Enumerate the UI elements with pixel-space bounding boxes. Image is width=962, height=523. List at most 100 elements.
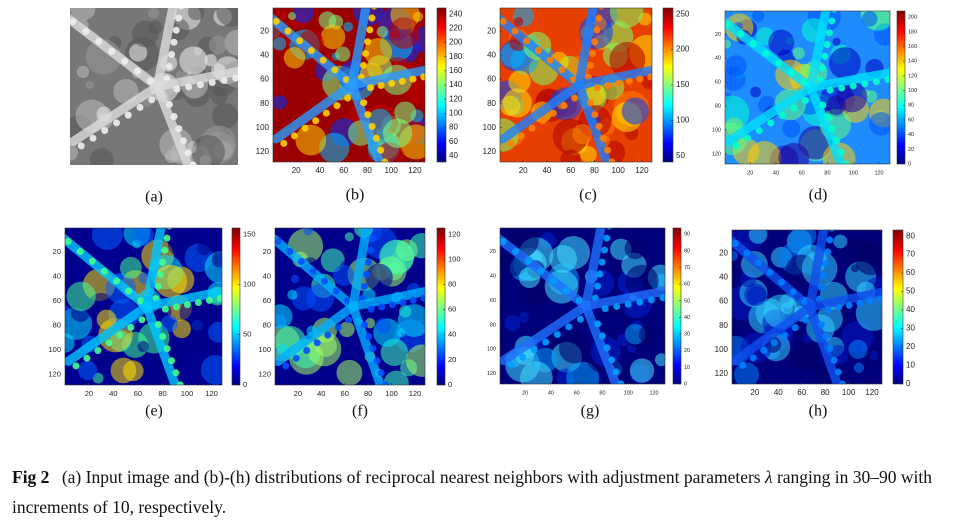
blob <box>160 315 178 333</box>
x-tick-label: 60 <box>574 390 580 396</box>
plot-frame <box>724 10 891 165</box>
arm-dot <box>381 158 389 162</box>
arm-dot <box>170 38 178 46</box>
star-arm <box>348 286 425 311</box>
arm-dot <box>550 277 558 285</box>
x-tick-label: 100 <box>849 170 858 176</box>
star-arm <box>581 301 621 384</box>
x-tick-label: 80 <box>599 390 605 396</box>
y-tick-label: 40 <box>719 273 728 282</box>
arm-dot <box>399 299 407 307</box>
colorbar-tick-label: 200 <box>449 38 463 47</box>
colorbar-tick-label: 20 <box>684 348 690 354</box>
arm-dot <box>172 303 180 311</box>
arm-dot <box>612 368 620 376</box>
blob <box>609 41 646 78</box>
arm-dot <box>737 30 745 38</box>
colorbar-tick-label: 100 <box>449 108 463 117</box>
blob <box>339 321 355 338</box>
x-tick-label: 120 <box>865 388 879 397</box>
x-tick-label: 40 <box>315 166 324 175</box>
y-tick-label: 80 <box>53 320 61 329</box>
arm-dot <box>361 320 368 328</box>
arm-dot <box>72 362 80 370</box>
blob <box>208 228 221 240</box>
star-arm <box>273 80 357 144</box>
y-tick-label: 120 <box>48 370 61 379</box>
x-tick-label: 20 <box>292 166 301 175</box>
x-tick-label: 20 <box>747 170 753 176</box>
y-tick-label: 20 <box>490 249 496 255</box>
blob <box>164 149 179 164</box>
blob <box>191 134 225 165</box>
arm-dot <box>608 356 616 364</box>
arm-dot <box>173 85 181 93</box>
x-tick-label: 20 <box>519 166 528 175</box>
x-tick-label: 20 <box>750 388 759 397</box>
arm-dot <box>364 38 372 46</box>
arm-dot <box>603 234 611 242</box>
panel-label: (e) <box>145 403 163 420</box>
y-tick-label: 20 <box>260 27 269 36</box>
arm-dot <box>826 86 834 94</box>
blob <box>397 304 425 337</box>
arm-dot <box>739 361 747 369</box>
arm-dot <box>88 257 96 265</box>
colorbar-tick-label: 0 <box>684 381 687 387</box>
arm-dot <box>828 17 836 25</box>
blob <box>832 37 841 46</box>
star-arm <box>805 302 843 384</box>
colorbar-tick-label: 60 <box>684 282 690 288</box>
arm-dot <box>762 49 770 57</box>
arm-dot <box>512 247 520 255</box>
arm-dot <box>175 14 183 22</box>
arm-dot <box>95 37 103 45</box>
y-tick-label: 60 <box>719 297 728 306</box>
arm-dot <box>576 315 584 323</box>
arm-dot <box>398 77 406 85</box>
arm-dot <box>194 299 202 307</box>
blob <box>187 8 205 21</box>
colorbar-tick-label: 100 <box>676 116 690 125</box>
arm-dot <box>517 132 525 140</box>
blob <box>405 344 425 377</box>
y-tick-label: 120 <box>256 147 270 156</box>
arm-dot <box>178 8 184 10</box>
blob <box>732 250 738 261</box>
star-arm <box>347 8 371 90</box>
y-tick-label: 20 <box>487 27 496 36</box>
arm-dot <box>371 8 378 10</box>
arm-dot <box>366 84 374 92</box>
arm-dot <box>837 148 845 156</box>
heatmap <box>65 228 222 385</box>
arm-dot <box>775 59 783 67</box>
arm-dot <box>148 96 156 104</box>
panel-label: (c) <box>579 187 597 204</box>
star-arm <box>348 302 386 385</box>
input-image <box>70 8 238 165</box>
x-tick-label: 100 <box>624 390 633 396</box>
star-arm <box>152 82 193 165</box>
blob <box>725 95 750 131</box>
blob <box>725 55 747 77</box>
blob <box>303 228 314 236</box>
arm-dot <box>292 354 300 362</box>
y-tick-label: 80 <box>260 99 269 108</box>
arm-dot <box>562 287 570 295</box>
arm-dot <box>766 268 774 276</box>
colorbar-tick-label: 40 <box>908 132 914 138</box>
y-tick-label: 100 <box>48 345 61 354</box>
colorbar-tick-label: 60 <box>449 137 458 146</box>
x-tick-label: 120 <box>635 166 649 175</box>
arm-dot <box>546 56 554 64</box>
y-tick-label: 100 <box>258 345 271 354</box>
arm-dot <box>861 80 869 88</box>
arm-dot <box>344 94 352 102</box>
arm-dot <box>324 331 332 339</box>
y-tick-label: 80 <box>719 321 728 330</box>
blob <box>802 334 812 344</box>
arm-dot <box>134 67 142 75</box>
arm-dot <box>286 247 294 255</box>
arm-dot <box>598 258 606 266</box>
